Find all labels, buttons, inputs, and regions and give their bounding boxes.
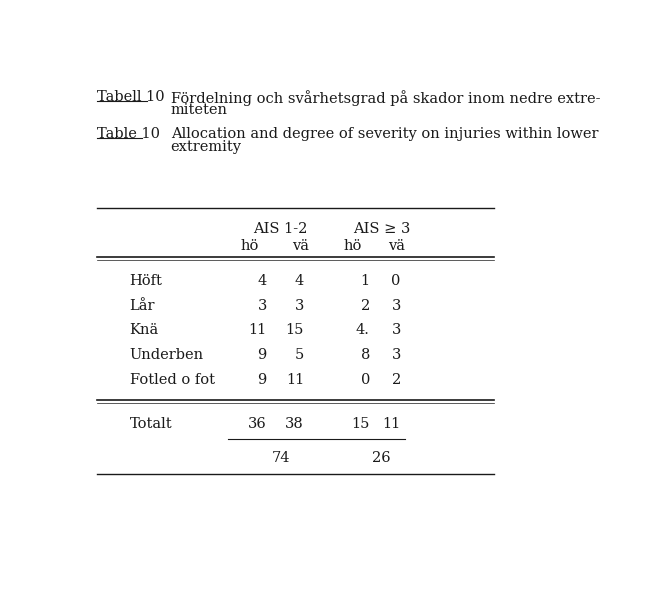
Text: 36: 36: [248, 417, 267, 431]
Text: vä: vä: [292, 239, 309, 253]
Text: Lår: Lår: [130, 298, 155, 312]
Text: Table 10: Table 10: [97, 127, 160, 141]
Text: AIS ≥ 3: AIS ≥ 3: [353, 222, 410, 236]
Text: miteten: miteten: [171, 103, 227, 117]
Text: Fotled o fot: Fotled o fot: [130, 373, 215, 387]
Text: Allocation and degree of severity on injuries within lower: Allocation and degree of severity on inj…: [171, 127, 598, 141]
Text: 8: 8: [360, 348, 370, 362]
Text: 11: 11: [382, 417, 401, 431]
Text: 3: 3: [257, 298, 267, 312]
Text: 26: 26: [372, 451, 391, 465]
Text: Totalt: Totalt: [130, 417, 172, 431]
Text: Tabell 10: Tabell 10: [97, 90, 165, 104]
Text: Underben: Underben: [130, 348, 203, 362]
Text: hö: hö: [344, 239, 362, 253]
Text: 74: 74: [271, 451, 290, 465]
Text: 3: 3: [392, 298, 401, 312]
Text: Fördelning och svårhetsgrad på skador inom nedre extre-: Fördelning och svårhetsgrad på skador in…: [171, 90, 600, 106]
Text: Knä: Knä: [130, 323, 159, 337]
Text: 15: 15: [352, 417, 370, 431]
Text: vä: vä: [388, 239, 406, 253]
Text: 2: 2: [360, 298, 370, 312]
Text: 2: 2: [392, 373, 401, 387]
Text: Höft: Höft: [130, 274, 162, 288]
Text: hö: hö: [241, 239, 259, 253]
Text: 4: 4: [295, 274, 304, 288]
Text: 11: 11: [249, 323, 267, 337]
Text: 38: 38: [285, 417, 304, 431]
Text: 3: 3: [392, 323, 401, 337]
Text: 4.: 4.: [356, 323, 370, 337]
Text: 9: 9: [257, 348, 267, 362]
Text: 3: 3: [392, 348, 401, 362]
Text: 0: 0: [392, 274, 401, 288]
Text: extremity: extremity: [171, 140, 241, 154]
Text: 1: 1: [360, 274, 370, 288]
Text: 4: 4: [257, 274, 267, 288]
Text: 0: 0: [360, 373, 370, 387]
Text: 3: 3: [295, 298, 304, 312]
Text: 9: 9: [257, 373, 267, 387]
Text: AIS 1-2: AIS 1-2: [253, 222, 308, 236]
Text: 5: 5: [295, 348, 304, 362]
Text: 11: 11: [286, 373, 304, 387]
Text: 15: 15: [286, 323, 304, 337]
